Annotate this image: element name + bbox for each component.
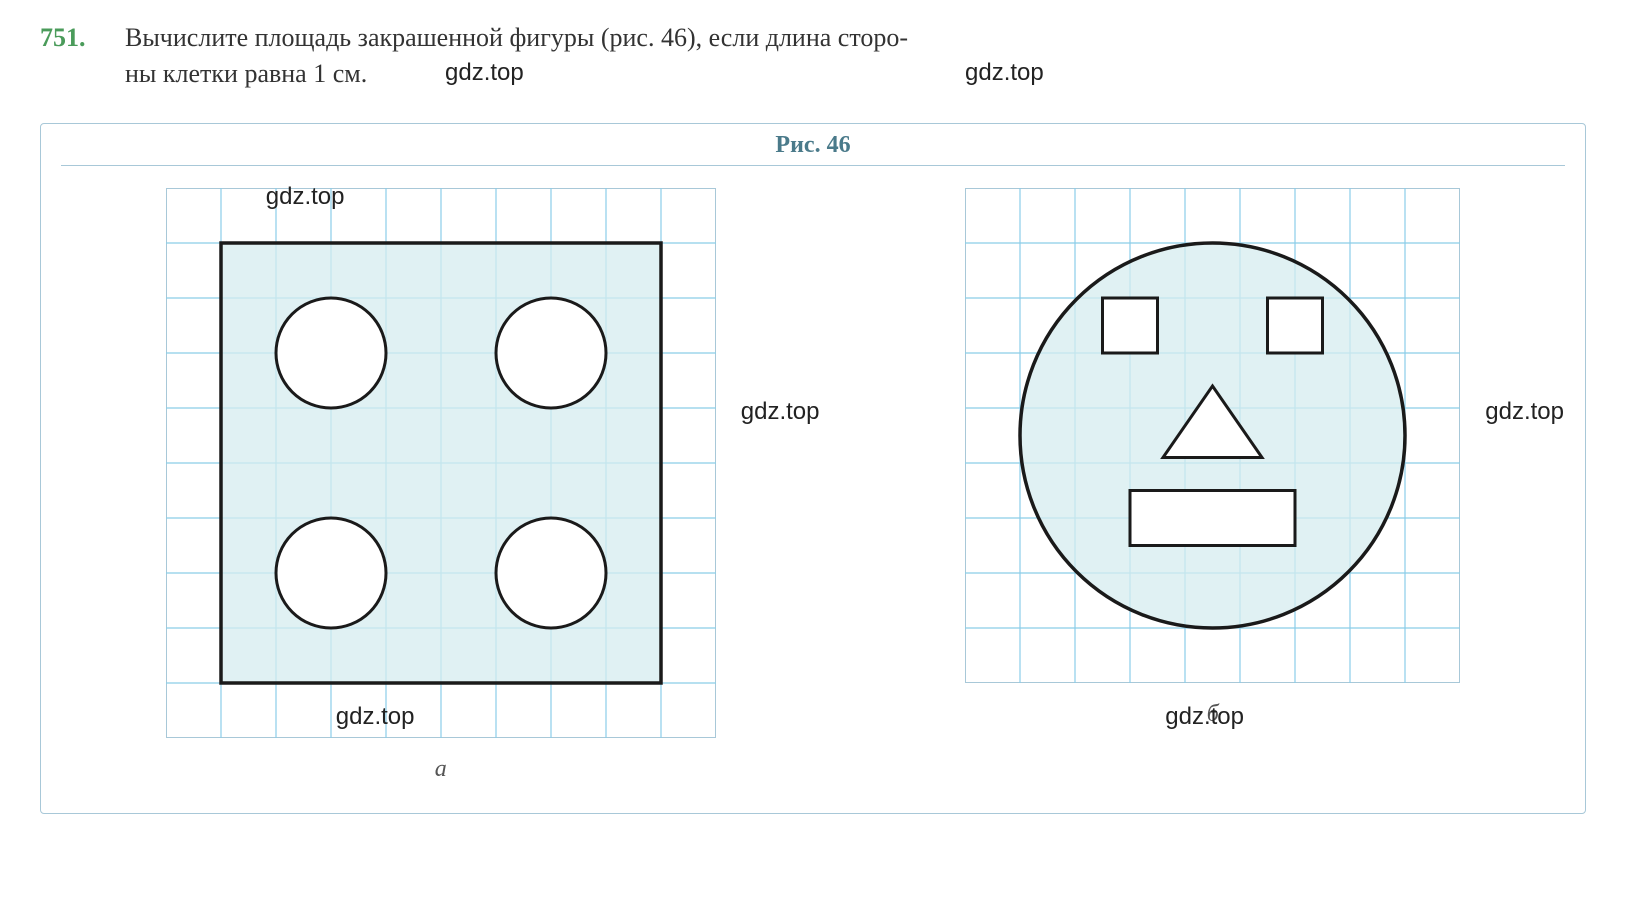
grids-row: gdz.top gdz.top gdz.top а gdz.top gdz.to… <box>61 178 1565 793</box>
problem-line-2: ны клетки равна 1 см. <box>125 59 367 88</box>
figure-title: Рис. 46 <box>61 132 1565 166</box>
figure-frame: Рис. 46 gdz.top gdz.top gdz.top а gdz.to… <box>40 123 1586 814</box>
watermark-2: gdz.top <box>965 56 1044 90</box>
problem-statement: 751. Вычислите площадь закрашенной фигур… <box>40 20 1586 93</box>
watermark-b-mid: gdz.top <box>1485 398 1564 426</box>
grid-a-svg <box>166 188 716 738</box>
grid-panel-b: gdz.top gdz.top б <box>965 188 1460 783</box>
problem-body: Вычислите площадь закрашенной фигуры (ри… <box>125 20 1586 93</box>
problem-line-1: Вычислите площадь закрашенной фигуры (ри… <box>125 23 908 52</box>
grid-b-label: б <box>965 701 1460 728</box>
watermark-1: gdz.top <box>445 56 524 90</box>
grid-a-label: а <box>166 756 716 783</box>
grid-panel-a: gdz.top gdz.top gdz.top а <box>166 188 716 783</box>
problem-number: 751. <box>40 20 95 56</box>
grid-b-svg <box>965 188 1460 683</box>
watermark-a-mid: gdz.top <box>741 398 820 426</box>
